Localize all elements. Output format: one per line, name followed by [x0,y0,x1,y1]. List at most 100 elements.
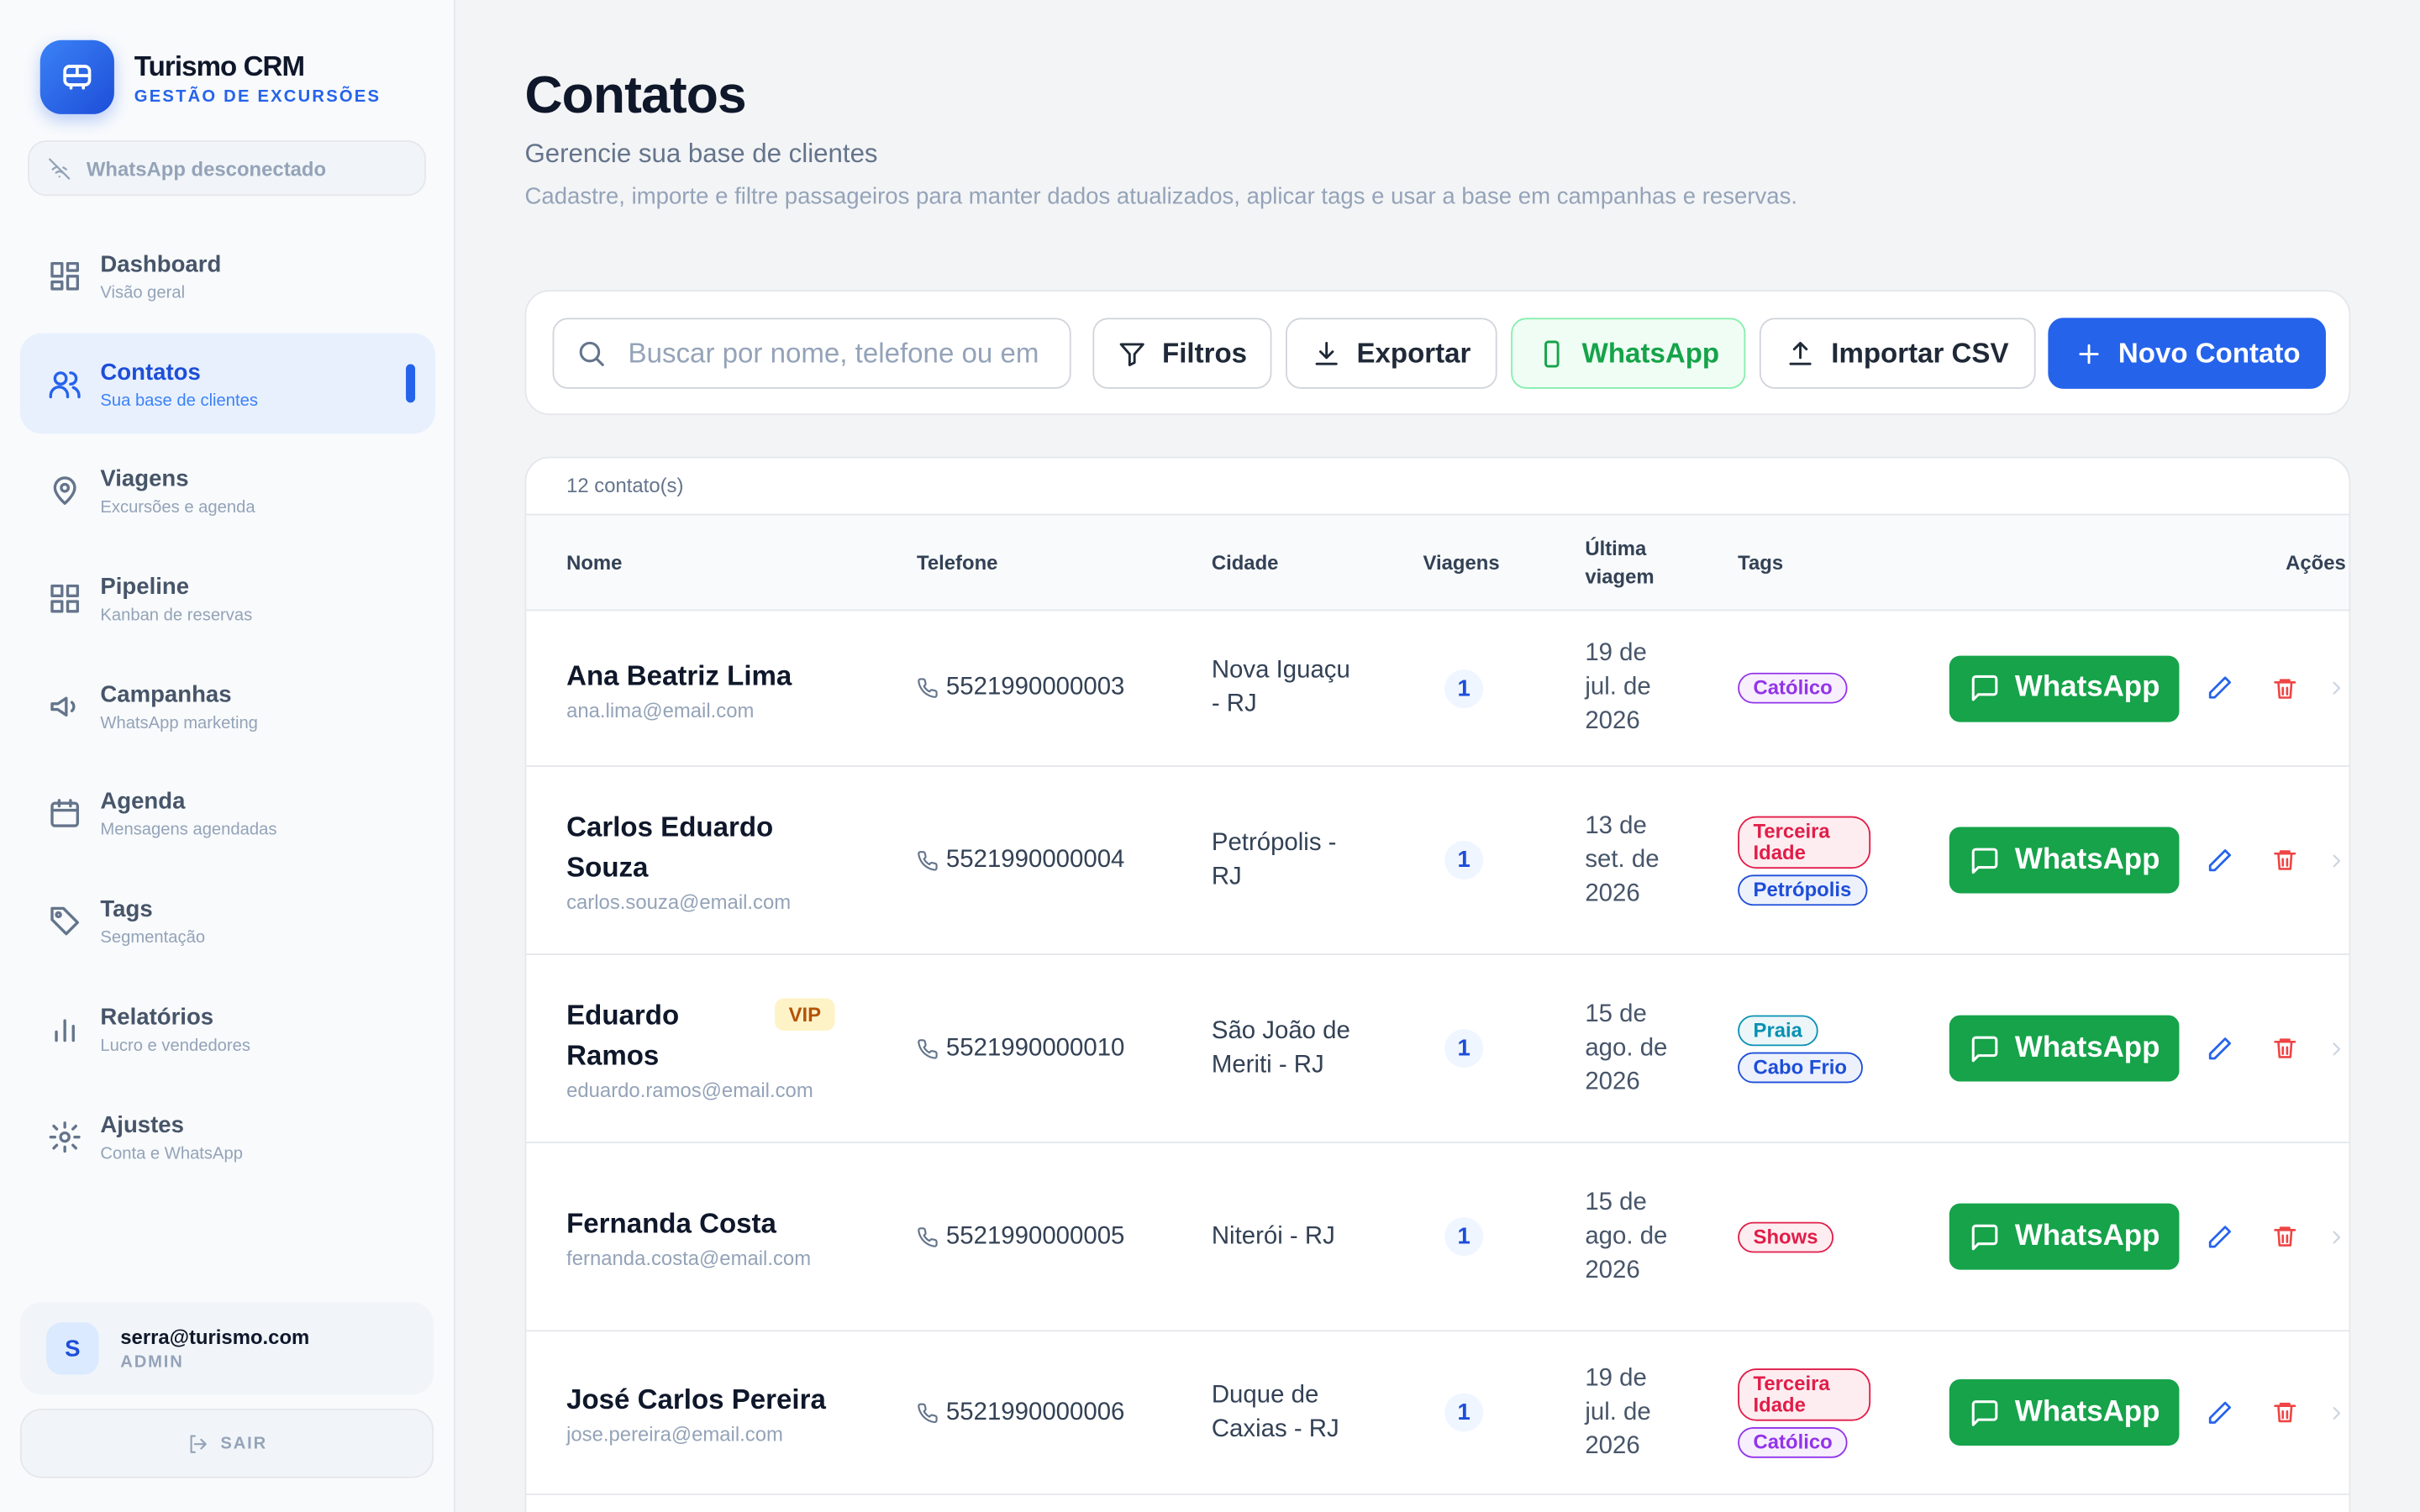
toolbar-button[interactable]: Novo Contato [2048,318,2326,389]
icon[interactable] [2272,1035,2298,1061]
whatsapp-button[interactable]: WhatsApp [1949,1379,2180,1446]
icon-svg [2208,1400,2232,1423]
icon-svg [918,1226,938,1247]
contact-email: jose.pereira@email.com [566,1422,783,1446]
column-header: Cidade [1211,550,1279,575]
nav-item[interactable]: Contatos Sua base de clientes [19,333,435,433]
status-text: WhatsApp desconectado [86,156,327,180]
icon[interactable] [2272,1399,2298,1425]
name-cell: Fernanda Costa fernanda.costa@email.com [566,1204,917,1270]
icon [576,338,607,369]
icon[interactable] [2206,1035,2233,1063]
nav-sub: Conta e WhatsApp [100,1143,243,1163]
nav: Dashboard Visão geral Contatos Sua base de … [19,225,435,1193]
icon [1969,845,2000,876]
city: Nova Iguaçu - RJ [1211,657,1350,718]
icon-svg [2333,1230,2341,1243]
button-label: Exportar [1356,337,1471,369]
tag-wrap: Shows [1738,1218,1949,1255]
actions: WhatsApp [1949,1203,2349,1270]
icon[interactable] [2206,1223,2233,1251]
name-cell: Ana Beatriz Lima ana.lima@email.com [566,655,917,721]
logo [39,39,114,114]
contact-row[interactable]: Fernanda Costa fernanda.costa@email.com 55… [526,1143,2349,1332]
icon-svg [2333,1042,2341,1055]
trip-count: 1 [1444,1393,1484,1432]
active-indicator [406,363,416,402]
icon-svg [918,850,938,870]
contact-name: José Carlos Pereira [566,1383,826,1415]
tag: Terceira Idade [1738,1368,1871,1420]
icon-svg [49,370,81,398]
brand: Turismo CRM [134,50,305,82]
icon [187,1432,208,1454]
icon-svg [2274,1226,2296,1247]
button-label: WhatsApp [2014,1395,2160,1428]
icon-svg [1119,342,1144,366]
nav-label: Contatos [100,359,201,386]
main: Contatos Gerencie sua base de clientes Cad… [455,0,2420,1512]
toolbar-button[interactable]: Importar CSV [1759,318,2036,389]
icon-svg [2208,848,2232,871]
nav-item[interactable]: Agenda Mensagens agendadas [20,763,435,863]
search-input[interactable]: Buscar por nome, telefone ou em [552,318,1071,389]
icon[interactable] [2206,1399,2233,1426]
contact-row[interactable]: Carlos Eduardo Souza carlos.souza@email.c… [526,767,2349,955]
icon[interactable] [2272,1224,2298,1250]
tags-cell: Católico [1738,669,1949,706]
whatsapp-status[interactable]: WhatsApp desconectado [28,140,426,197]
nav-item[interactable]: Relatórios Lucro e vendedores [20,978,435,1078]
icon-svg [50,696,76,717]
icon[interactable] [2206,675,2233,702]
contact-row[interactable]: Ana Beatriz Lima ana.lima@email.com 552199… [526,611,2349,767]
nav-label: Agenda [100,789,186,816]
icon-svg [49,157,71,179]
subtitle: Gerencie sua base de clientes [524,139,878,169]
tag-wrap: Terceira Idade [1738,1365,1949,1424]
icon [1118,339,1147,368]
avatar: S [46,1322,99,1375]
nav-item[interactable]: Ajustes Conta e WhatsApp [20,1085,435,1185]
icon-svg [2333,853,2341,867]
tag-wrap: Católico [1738,669,1949,706]
nav-item[interactable]: Campanhas WhatsApp marketing [20,655,435,755]
contact-name: Fernanda Costa [566,1208,776,1239]
actions: WhatsApp [1949,1015,2349,1082]
nav-item[interactable]: Tags Segmentação [20,870,435,970]
toolbar-button[interactable]: Filtros [1092,318,1272,389]
column-header: Telefone [917,550,998,575]
whatsapp-button[interactable]: WhatsApp [1949,654,2180,722]
nav-item[interactable]: Dashboard Visão geral [20,225,435,325]
icon[interactable] [2206,846,2233,874]
city: Niterói - RJ [1211,1222,1335,1249]
nav-item[interactable]: Viagens Excursões e agenda [20,440,435,540]
nav-label: Relatórios [100,1004,214,1031]
contact-email: carlos.souza@email.com [566,890,792,914]
nav-item[interactable]: Pipeline Kanban de reservas [20,548,435,648]
phone-number: 5521990000005 [945,1222,1125,1249]
toolbar-button[interactable]: WhatsApp [1511,318,1746,389]
toolbar-button[interactable]: Exportar [1286,318,1497,389]
last-trip: 15 de ago. de 2026 [1585,1000,1668,1095]
column-header: Última viagem [1585,536,1655,587]
column-header: Tags [1738,550,1784,575]
logout-button[interactable]: SAIR [19,1408,434,1478]
contact-row[interactable]: Eduardo Ramos VIP eduardo.ramos@email.com 5… [526,955,2349,1144]
last-trip: 19 de jul. de 2026 [1585,640,1651,735]
contact-name: Carlos Eduardo Souza [566,811,774,883]
icon-svg [918,1038,938,1058]
button-label: Filtros [1162,337,1248,369]
contact-row[interactable]: José Carlos Pereira jose.pereira@email.co… [526,1331,2349,1495]
table-header: Nome Telefone Cidade Viagens Última viagem Ta… [526,515,2349,612]
icon [1786,339,1816,368]
icon[interactable] [2272,675,2298,701]
contact-email: fernanda.costa@email.com [566,1247,812,1270]
phone-cell: 5521990000006 [917,1399,1212,1426]
tag: Praia [1738,1014,1818,1046]
trip-count: 1 [1444,1029,1484,1068]
whatsapp-button[interactable]: WhatsApp [1949,1203,2180,1270]
icon[interactable] [2272,847,2298,873]
whatsapp-button[interactable]: WhatsApp [1949,827,2180,894]
whatsapp-button[interactable]: WhatsApp [1949,1015,2180,1082]
icon [917,677,939,699]
